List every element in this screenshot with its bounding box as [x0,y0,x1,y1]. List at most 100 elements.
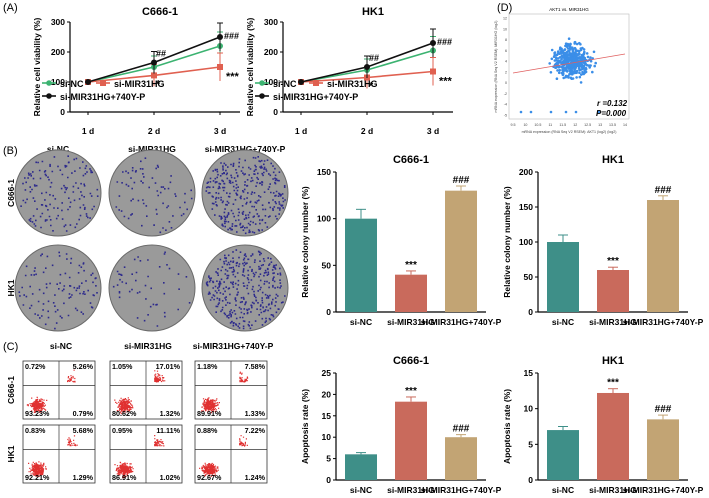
y-tick-label: 20 [322,389,332,399]
culture-dish [14,149,102,237]
legend-label: si-NC [273,79,297,89]
culture-dish [108,149,196,237]
colony-dots [18,251,98,330]
scatter-point [567,44,571,47]
x-tick-label: 1 d [82,126,94,136]
x-tick-label: 2 d [148,126,160,136]
x-tick-label: 3 d [214,126,226,136]
scatter-point [573,42,576,45]
cell-events [28,435,78,477]
significance-star: *** [439,76,453,88]
y-tick-label: 8 [505,38,507,42]
chart-title: C666-1 [393,355,429,367]
quadrant-ul: 0.72% [25,362,46,371]
quadrant-ll: 80.62% [112,409,137,418]
scatter-point [582,55,585,58]
data-point [298,79,304,85]
y-tick-label: 0 [60,107,65,117]
y-tick-label: 300 [264,17,278,27]
colony-dishes: si-NC si-MIR31HG si-MIR31HG+740Y-P C666-1 HK… [6,144,289,332]
bar [647,200,679,312]
scatter-point [565,45,569,48]
correlation-p: P=0.000 [596,109,627,118]
x-tick-label: 14 [623,123,627,127]
significance-label: *** [405,260,417,271]
regression-line [512,53,626,74]
x-axis-label: mRNA expression (RNA Seq V2 RSEM): AKT1 … [522,130,617,134]
scatter-point [591,70,594,74]
quadrant-ul: 0.88% [197,426,218,435]
viability-chart: C666-1 0 100 200 300 1 d 2 d 3 d Relative cell v… [32,6,240,136]
y-tick-label: 5 [326,454,331,464]
y-tick-label: -4 [504,103,507,107]
scatter-point [573,46,577,50]
y-tick-label: 6 [505,49,507,53]
scatter-point [579,62,582,66]
data-point [430,40,436,46]
flow-cytometry: si-NC si-MIR31HG si-MIR31HG+740Y-P C666-1 HK… [6,341,274,484]
legend-marker [46,80,52,86]
x-tick-label: si-MIR31HG+740Y-P [623,317,704,327]
legend-label: si-MIR31HG+740Y-P [60,92,145,102]
column-header: si-MIR31HG [124,341,172,351]
scatter-point [592,50,596,54]
bar [395,401,427,480]
legend-label: si-MIR31HG [114,79,165,89]
scatter-point [579,81,583,84]
scatter-point [578,64,582,68]
quadrant-ur: 7.58% [245,362,266,371]
scatter-point [580,73,583,76]
y-tick-label: 200 [264,47,278,57]
bar [597,392,629,480]
scatter-point [584,62,588,66]
y-tick-label: 5 [528,439,533,449]
quadrant-ur: 5.26% [73,362,94,371]
x-tick-label: 10 [523,123,527,127]
significance-hash: ### [437,37,452,47]
chart-title: C666-1 [393,154,429,166]
scatter-point [552,55,556,59]
quadrant-ul: 0.83% [25,426,46,435]
data-point [430,68,436,75]
scatter-point [578,71,581,75]
data-point [151,72,157,79]
correlation-scatter: AKT1 vs. MIR31HG 9.5 10 10.5 11 11.5 12 12.5 13 1… [494,7,630,134]
data-point [217,34,223,40]
scatter-point [579,48,583,52]
x-tick-label: si-MIR31HG+740Y-P [623,485,704,495]
significance-label: *** [607,378,619,389]
row-label: HK1 [6,279,16,296]
scatter-point [567,76,570,79]
y-tick-label: 10 [524,404,534,414]
significance-star: * [156,78,161,90]
quadrant-ur: 7.22% [245,426,266,435]
colony-dots [205,156,286,235]
scatter-point [564,60,567,64]
y-tick-label: 10 [322,432,332,442]
quadrant-lr: 0.79% [73,409,94,418]
scatter-point [556,62,560,65]
y-tick-label: 0 [326,475,331,485]
y-tick-label: 15 [322,411,332,421]
y-tick-label: 50 [322,260,332,270]
x-tick-label: si-MIR31HG+740Y-P [421,317,502,327]
y-tick-label: -5 [504,114,507,118]
scatter-point [571,49,575,53]
x-tick-label: 1 d [295,126,307,136]
scatter-point [574,53,578,56]
scatter-point [568,46,572,50]
chart-title: HK1 [602,154,624,166]
y-tick-label: 150 [519,202,533,212]
quadrant-ll: 92.21% [25,473,50,482]
scatter-point [569,57,572,60]
legend-label: si-MIR31HG+740Y-P [273,92,358,102]
bar [597,270,629,312]
scatter-point [586,55,590,59]
scatter-point [582,72,585,75]
scatter-point [557,71,561,75]
y-axis-label: Relative cell viability (%) [32,17,42,116]
y-tick-label: 12 [503,17,507,21]
scatter-point [594,61,597,65]
significance-hash: ## [369,53,379,63]
scatter-point [560,57,563,61]
